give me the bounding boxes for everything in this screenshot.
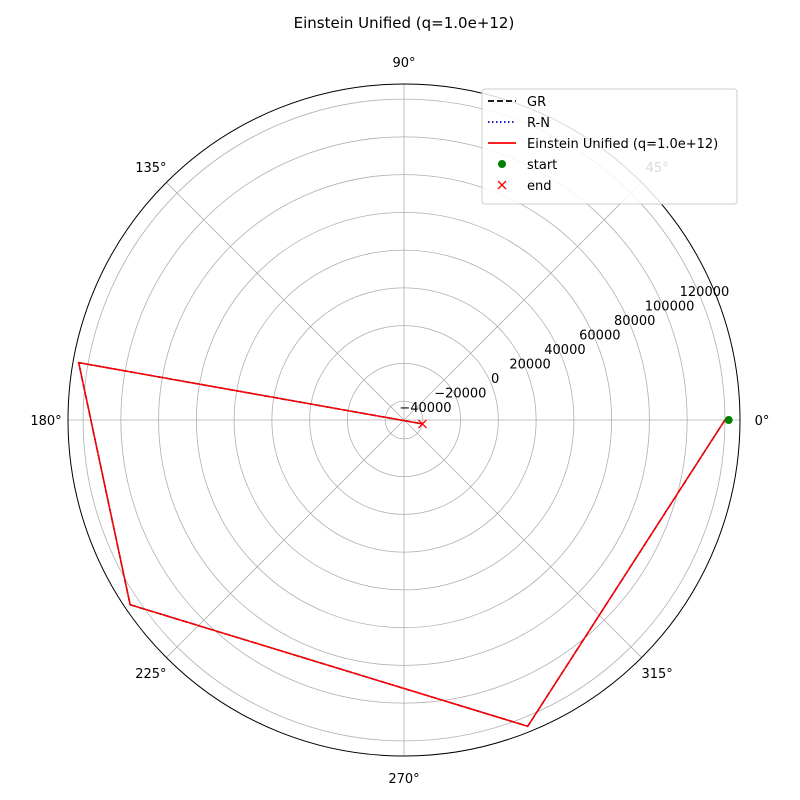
r-gridline-5 [195, 211, 613, 629]
series-line-2 [77, 361, 726, 728]
theta-tick-label: 135° [135, 161, 166, 176]
chart-title: Einstein Unified (q=1.0e+12) [294, 14, 515, 32]
legend-entry: start [498, 158, 557, 173]
legend-label: Einstein Unified (q=1.0e+12) [527, 137, 718, 152]
series-line-0 [77, 361, 726, 728]
r-gridline-6 [158, 174, 650, 666]
legend-label: R-N [527, 116, 550, 131]
markers-group [418, 416, 733, 429]
theta-gridline-315 [403, 419, 642, 658]
r-tick-label: 100000 [645, 300, 695, 315]
legend-box [481, 88, 738, 205]
legend-entry: GR [488, 95, 546, 110]
series-group [77, 361, 726, 728]
theta-gridline-225 [166, 419, 405, 658]
legend-label: start [527, 158, 557, 173]
legend-entry: Einstein Unified (q=1.0e+12) [488, 137, 718, 152]
marker-start [724, 416, 733, 424]
r-tick-label: 80000 [614, 314, 655, 329]
legend-entry: R-N [488, 116, 550, 131]
legend: GR R-N Einstein Unified (q=1.0e+12) start en… [481, 88, 738, 205]
polar-frame [67, 83, 741, 757]
theta-tick-label: 180° [30, 414, 61, 429]
r-gridline-2 [309, 325, 499, 515]
theta-tick-label: 315° [641, 667, 672, 682]
r-tick-label: 40000 [544, 343, 585, 358]
legend-label: end [527, 179, 552, 194]
r-gridline-0 [384, 400, 424, 440]
r-tick-label: 0 [491, 372, 499, 387]
r-gridline-3 [271, 287, 537, 553]
theta-tick-label: 225° [135, 667, 166, 682]
r-gridline-7 [120, 136, 688, 704]
series-line-1 [77, 361, 726, 728]
axis-labels: 0°45°90°135°180°225°270°315°−40000−20000… [30, 56, 769, 787]
grid [67, 83, 741, 757]
legend-label: GR [527, 95, 546, 110]
r-tick-label: 60000 [579, 329, 620, 344]
r-tick-label: −40000 [399, 401, 451, 416]
theta-tick-label: 90° [392, 56, 415, 71]
legend-entry: end [497, 179, 552, 194]
theta-tick-label: 270° [388, 772, 419, 787]
marker-end [418, 419, 427, 429]
r-gridline-4 [233, 249, 575, 591]
theta-gridline-45 [403, 182, 642, 421]
r-tick-label: 20000 [509, 357, 550, 372]
r-tick-label: −20000 [434, 386, 486, 401]
theta-tick-label: 0° [755, 414, 770, 429]
theta-gridline-135 [166, 182, 405, 421]
r-gridline-1 [346, 362, 462, 478]
r-tick-label: 120000 [680, 285, 730, 300]
